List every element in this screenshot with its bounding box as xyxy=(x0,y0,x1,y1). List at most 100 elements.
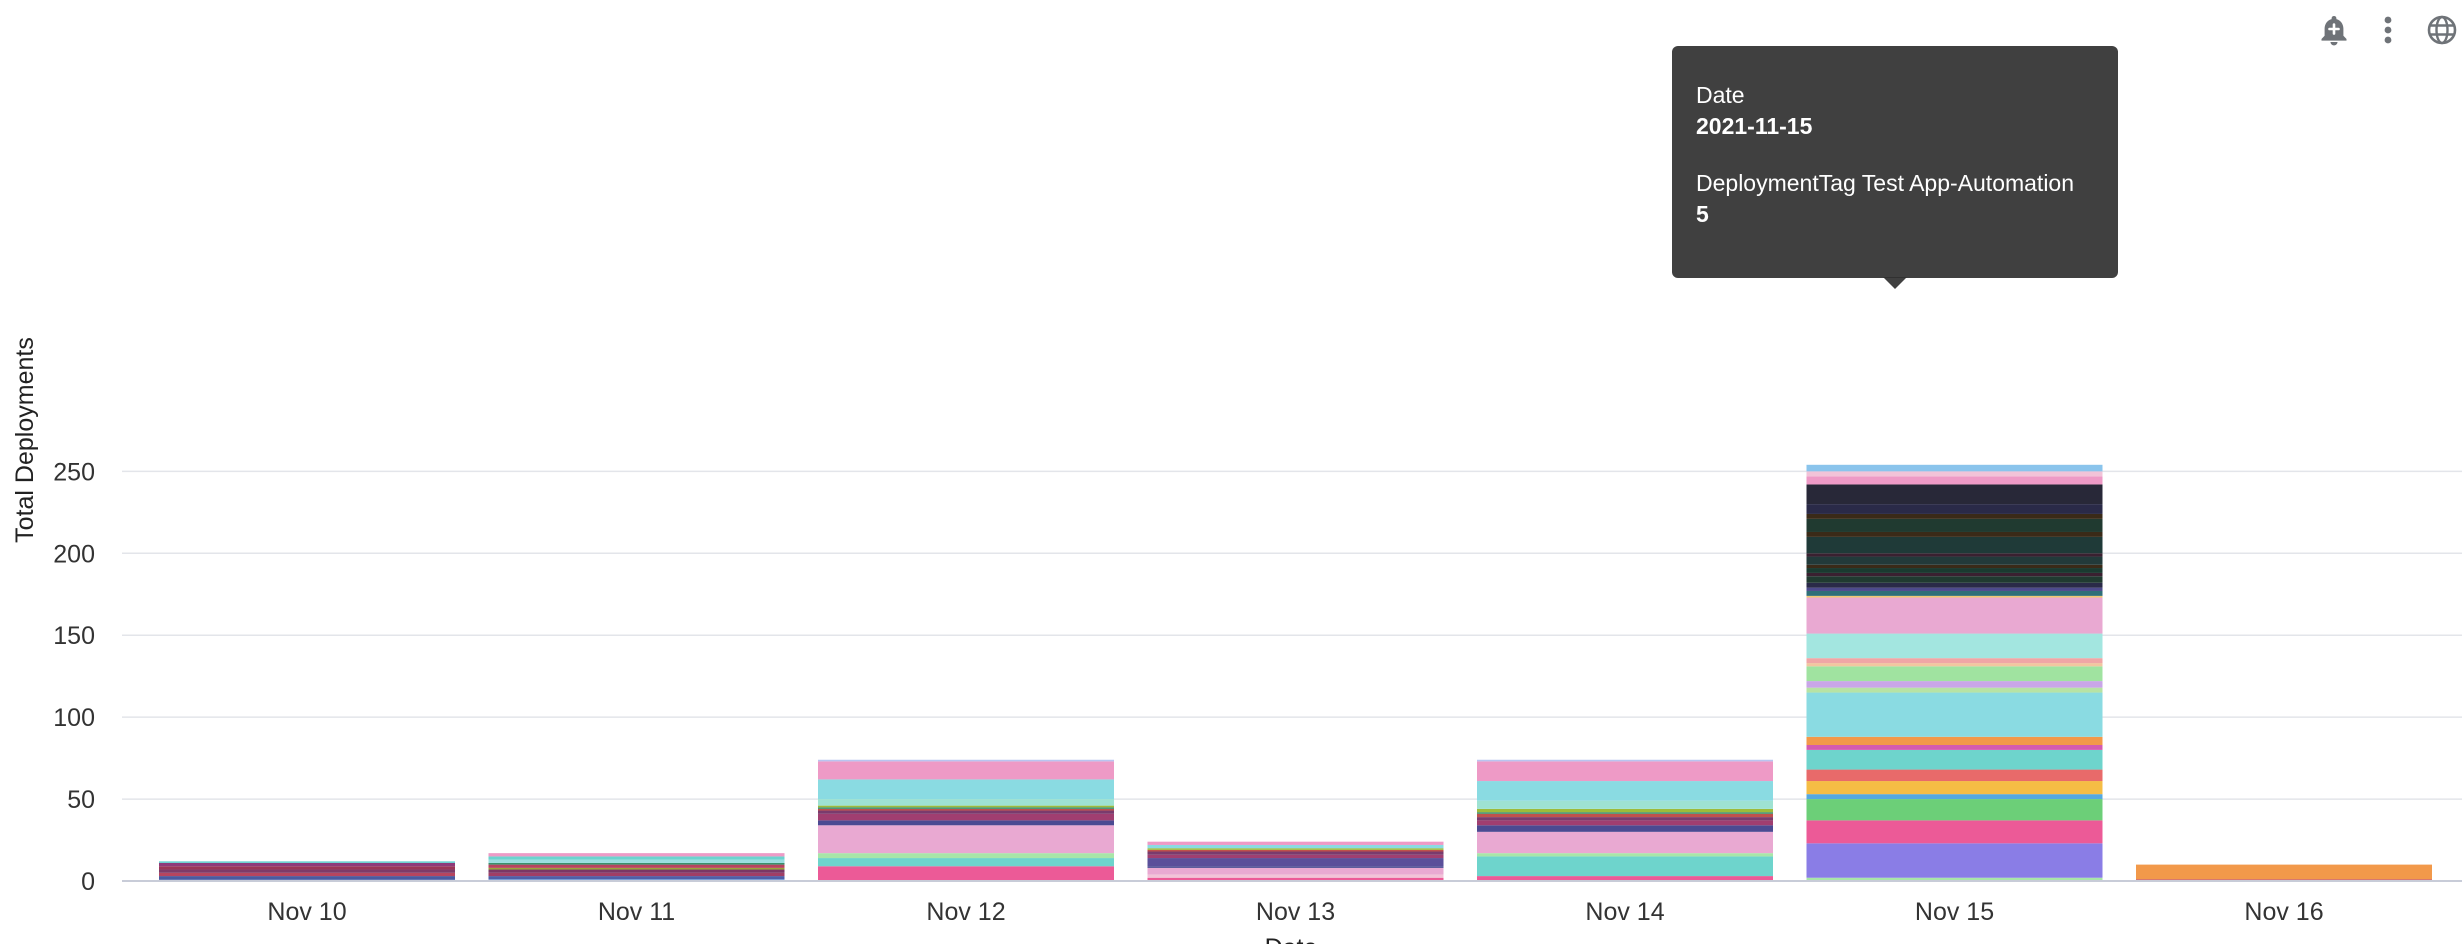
bar-segment[interactable] xyxy=(1477,812,1773,814)
bar-segment[interactable] xyxy=(818,858,1114,867)
bar-segment[interactable] xyxy=(1147,841,1444,845)
bar-segment[interactable] xyxy=(1806,572,2103,577)
bar-segment[interactable] xyxy=(1806,564,2103,569)
bar-segment[interactable] xyxy=(1806,553,2103,557)
bar-segment[interactable] xyxy=(1806,820,2103,844)
bar-segment[interactable] xyxy=(488,869,785,873)
bar-segment[interactable] xyxy=(1806,736,2103,745)
bar-segment[interactable] xyxy=(1477,813,1773,818)
bar-stack[interactable] xyxy=(488,853,785,881)
bar-segment[interactable] xyxy=(1806,531,2103,537)
bar-stack[interactable] xyxy=(1477,759,1773,881)
bar-segment[interactable] xyxy=(1806,582,2103,588)
bar-segment[interactable] xyxy=(159,872,455,877)
bar-segment[interactable] xyxy=(488,859,785,863)
bar-segment[interactable] xyxy=(1806,744,2103,750)
bar-segment[interactable] xyxy=(818,808,1114,811)
bar-segment[interactable] xyxy=(818,853,1114,859)
bar-segment[interactable] xyxy=(1147,844,1444,849)
bar-segment[interactable] xyxy=(2136,864,2432,880)
bar-segment[interactable] xyxy=(488,872,785,877)
bar-segment[interactable] xyxy=(1806,633,2103,659)
bar-segment[interactable] xyxy=(1806,536,2103,554)
bar-segment[interactable] xyxy=(1477,825,1773,832)
bar-segment[interactable] xyxy=(818,807,1114,809)
bar-segment[interactable] xyxy=(818,820,1114,826)
bar-segment[interactable] xyxy=(818,866,1114,881)
bar-segment[interactable] xyxy=(488,876,785,880)
bar-segment[interactable] xyxy=(1806,687,2103,693)
bar-segment[interactable] xyxy=(818,799,1114,806)
bar-segment[interactable] xyxy=(1477,853,1773,857)
bar-segment[interactable] xyxy=(1477,831,1773,854)
bar-segment[interactable] xyxy=(1806,484,2103,505)
bar-stack[interactable] xyxy=(159,861,455,881)
bar-segment[interactable] xyxy=(818,810,1114,814)
bar-segment[interactable] xyxy=(1147,858,1444,867)
bar-segment[interactable] xyxy=(1477,808,1773,813)
bar-segment[interactable] xyxy=(1806,781,2103,795)
bar-segment[interactable] xyxy=(1806,464,2103,472)
bar-segment[interactable] xyxy=(159,876,455,880)
bar-segment[interactable] xyxy=(818,825,1114,854)
bar-stack[interactable] xyxy=(1147,841,1444,881)
bar-segment[interactable] xyxy=(1806,597,2103,634)
bar-segment[interactable] xyxy=(1806,518,2103,532)
bar-segment[interactable] xyxy=(1806,595,2103,598)
bar-segment[interactable] xyxy=(1806,692,2103,737)
bar-stack[interactable] xyxy=(818,759,1114,881)
bar-segment[interactable] xyxy=(1806,663,2103,667)
bar-segment[interactable] xyxy=(488,862,785,865)
bar-segment[interactable] xyxy=(1147,874,1444,878)
bar-segment[interactable] xyxy=(1147,866,1444,868)
bar-segment[interactable] xyxy=(1806,513,2103,519)
bar-segment[interactable] xyxy=(159,866,455,870)
bar-segment[interactable] xyxy=(159,862,455,867)
bar-segment[interactable] xyxy=(1477,761,1773,782)
bar-segment[interactable] xyxy=(1147,854,1444,859)
bar-stack[interactable] xyxy=(1806,464,2103,881)
bar-segment[interactable] xyxy=(1147,867,1444,875)
bar-segment[interactable] xyxy=(1477,876,1773,881)
bar-segment[interactable] xyxy=(1806,769,2103,782)
bar-segment[interactable] xyxy=(1147,851,1444,855)
bar-segment[interactable] xyxy=(1806,504,2103,514)
bar-segment[interactable] xyxy=(1806,658,2103,664)
globe-button[interactable] xyxy=(2422,10,2462,50)
bar-segment[interactable] xyxy=(1806,877,2103,881)
bar-segment[interactable] xyxy=(818,759,1114,762)
bar-segment[interactable] xyxy=(1806,843,2103,878)
bar-segment[interactable] xyxy=(488,864,785,868)
bar-segment[interactable] xyxy=(1806,590,2103,596)
bar-segment[interactable] xyxy=(159,861,455,863)
bar-segment[interactable] xyxy=(1477,817,1773,821)
bar-segment[interactable] xyxy=(1806,681,2103,688)
bar-segment[interactable] xyxy=(1806,666,2103,682)
bar-segment[interactable] xyxy=(1806,476,2103,485)
bar-segment[interactable] xyxy=(1477,800,1773,809)
bar-segment[interactable] xyxy=(1806,799,2103,821)
bar-segment[interactable] xyxy=(1477,781,1773,801)
bar-segment[interactable] xyxy=(1147,848,1444,850)
bar-stack[interactable] xyxy=(2136,864,2432,881)
bar-segment[interactable] xyxy=(1806,471,2103,477)
bar-segment[interactable] xyxy=(1477,856,1773,877)
bar-segment[interactable] xyxy=(1806,568,2103,573)
bar-segment[interactable] xyxy=(1147,877,1444,881)
bar-segment[interactable] xyxy=(1477,820,1773,826)
bar-segment[interactable] xyxy=(488,856,785,860)
bar-segment[interactable] xyxy=(818,813,1114,821)
bar-segment[interactable] xyxy=(1806,587,2103,591)
bar-segment[interactable] xyxy=(1147,849,1444,852)
bar-segment[interactable] xyxy=(1806,576,2103,583)
bar-segment[interactable] xyxy=(1477,759,1773,762)
bar-segment[interactable] xyxy=(1806,749,2103,770)
bar-segment[interactable] xyxy=(1806,794,2103,800)
bar-segment[interactable] xyxy=(1806,556,2103,565)
bar-segment[interactable] xyxy=(818,761,1114,780)
add-alert-button[interactable] xyxy=(2314,10,2354,50)
bar-segment[interactable] xyxy=(488,867,785,870)
bar-segment[interactable] xyxy=(818,779,1114,800)
more-options-button[interactable] xyxy=(2368,10,2408,50)
bar-segment[interactable] xyxy=(488,853,785,857)
